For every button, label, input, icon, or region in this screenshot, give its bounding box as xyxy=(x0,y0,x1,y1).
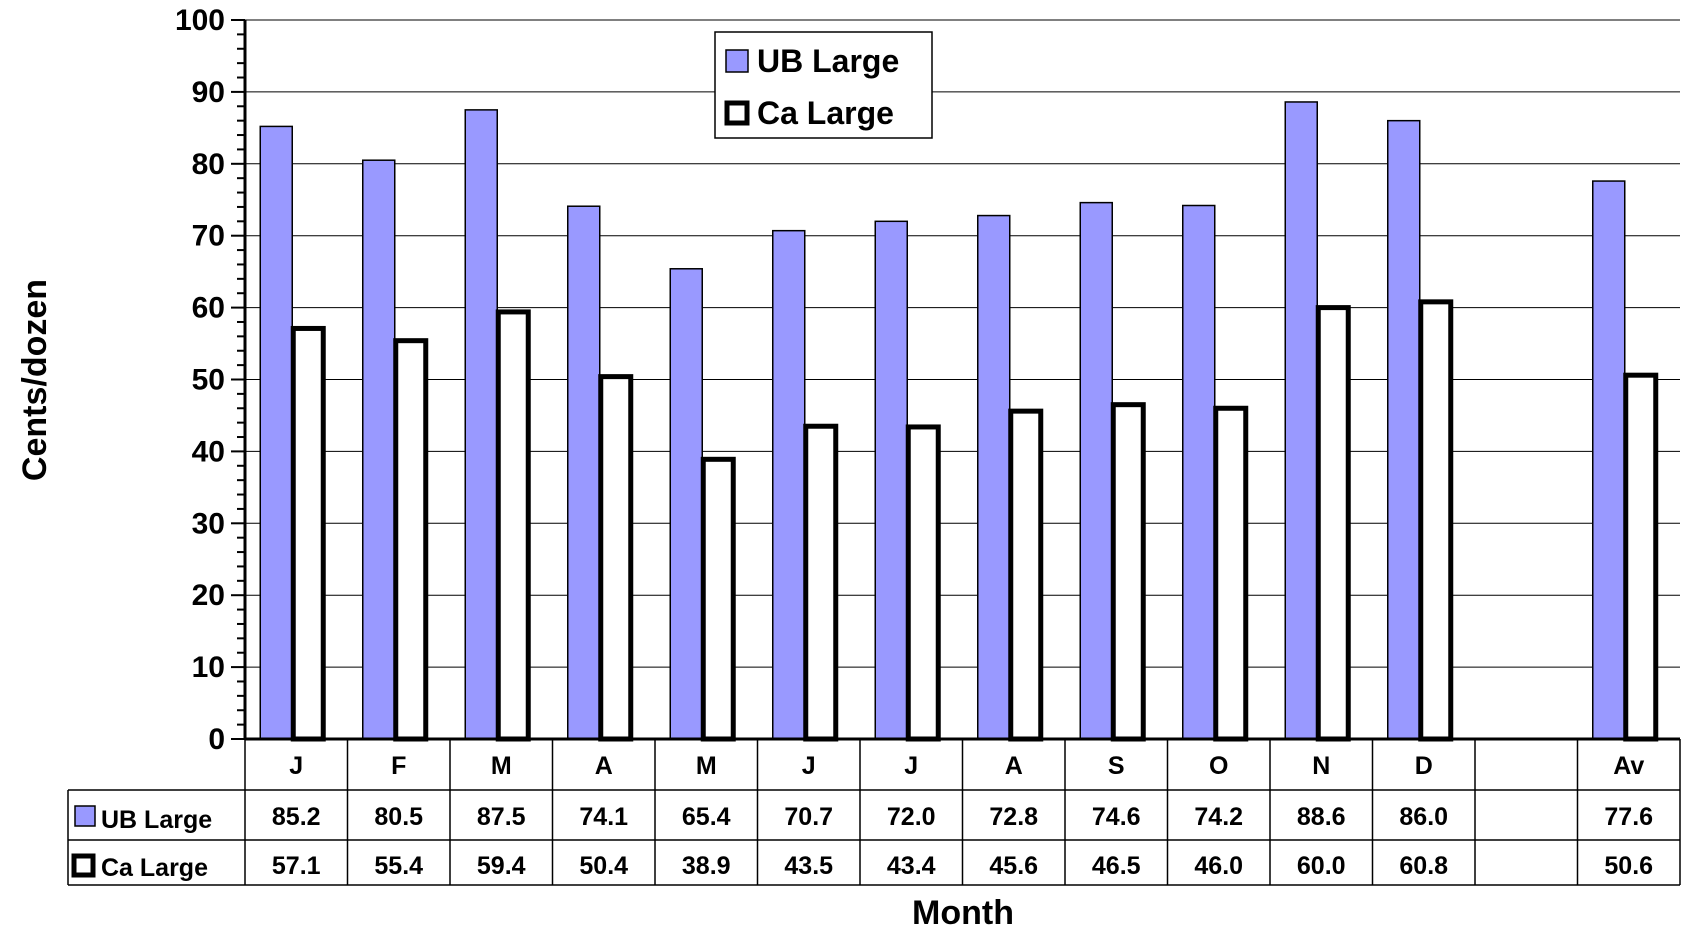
data-label-ca-large: 59.4 xyxy=(477,852,526,880)
bar-ca-large xyxy=(1623,372,1659,742)
data-label-ca-large: 50.6 xyxy=(1604,852,1653,880)
data-label-ub-large: 72.8 xyxy=(989,803,1038,831)
bar-ub-large xyxy=(1079,201,1113,740)
x-category-label: N xyxy=(1312,752,1330,780)
y-tick-label: 100 xyxy=(175,4,225,37)
y-tick-label: 80 xyxy=(192,148,225,181)
data-label-ub-large: 86.0 xyxy=(1399,803,1448,831)
y-tick-label: 90 xyxy=(192,76,225,109)
y-tick-label: 0 xyxy=(208,723,225,756)
bar-ub-large xyxy=(772,229,806,740)
data-label-ca-large: 46.5 xyxy=(1092,852,1141,880)
x-category-label: O xyxy=(1209,752,1228,780)
y-tick-label: 70 xyxy=(192,220,225,253)
y-tick-label: 10 xyxy=(192,651,225,684)
data-label-ub-large: 74.1 xyxy=(579,803,628,831)
table-series-name-ca-large: Ca Large xyxy=(101,854,208,882)
data-label-ca-large: 38.9 xyxy=(682,852,731,880)
data-label-ca-large: 43.4 xyxy=(887,852,936,880)
x-category-label: A xyxy=(595,752,613,780)
legend-box xyxy=(714,31,933,139)
bar-ub-large xyxy=(874,220,908,740)
bar-ca-large xyxy=(1213,405,1249,742)
legend-label-ca-large: Ca Large xyxy=(757,95,894,131)
table-key-ub-large xyxy=(74,805,96,827)
gridlines xyxy=(245,19,1680,668)
bar-ca-large xyxy=(598,374,634,742)
data-label-ca-large: 46.0 xyxy=(1194,852,1243,880)
x-axis-title: Month xyxy=(912,894,1014,932)
bar-ca-large xyxy=(803,423,839,742)
table-key-ca-large xyxy=(71,853,96,878)
x-category-label: J xyxy=(289,752,303,780)
x-category-label: A xyxy=(1005,752,1023,780)
y-tick-label: 60 xyxy=(192,292,225,325)
bar-ca-large xyxy=(290,325,326,742)
x-category-label: D xyxy=(1415,752,1433,780)
data-label-ub-large: 65.4 xyxy=(682,803,731,831)
bar-ca-large xyxy=(1008,408,1044,742)
bar-ub-large xyxy=(259,125,293,740)
x-category-label: F xyxy=(391,752,406,780)
data-label-ub-large: 77.6 xyxy=(1604,803,1653,831)
bar-ub-large xyxy=(362,159,396,740)
bar-ca-large xyxy=(1418,299,1454,742)
data-label-ca-large: 60.8 xyxy=(1399,852,1448,880)
bar-ub-large xyxy=(1182,204,1216,740)
bar-ca-large xyxy=(1315,305,1351,742)
bar-ca-large xyxy=(905,424,941,742)
bar-ub-large xyxy=(464,109,498,740)
legend-label-ub-large: UB Large xyxy=(757,43,899,79)
y-tick-label: 20 xyxy=(192,579,225,612)
legend-swatch-ca-large xyxy=(724,100,750,126)
data-label-ca-large: 50.4 xyxy=(579,852,628,880)
bar-ca-large xyxy=(393,338,429,742)
bar-ub-large xyxy=(567,205,601,740)
y-tick-label: 40 xyxy=(192,435,225,468)
legend-swatch-ub-large xyxy=(725,49,749,73)
data-label-ub-large: 88.6 xyxy=(1297,803,1346,831)
data-label-ub-large: 72.0 xyxy=(887,803,936,831)
bars xyxy=(259,101,1659,742)
bar-ub-large xyxy=(1284,101,1318,740)
y-axis: 0 10 20 30 40 50 60 70 80 90 100 xyxy=(175,4,247,756)
bar-ca-large xyxy=(700,456,736,742)
bar-ub-large xyxy=(1387,119,1421,740)
x-category-label: S xyxy=(1108,752,1125,780)
x-category-label: Av xyxy=(1613,752,1644,780)
data-label-ca-large: 57.1 xyxy=(272,852,321,880)
y-tick-label: 50 xyxy=(192,364,225,397)
data-label-ca-large: 43.5 xyxy=(784,852,833,880)
data-label-ub-large: 87.5 xyxy=(477,803,526,831)
data-label-ca-large: 45.6 xyxy=(989,852,1038,880)
table-series-name-ub-large: UB Large xyxy=(101,806,212,834)
data-table: J 85.2 57.1 F 80.5 55.4 M 87.5 59.4 A 74.1 50.4 M 65.… xyxy=(67,737,1681,886)
data-label-ub-large: 70.7 xyxy=(784,803,833,831)
x-category-label: M xyxy=(696,752,717,780)
x-category-label: M xyxy=(491,752,512,780)
data-label-ub-large: 80.5 xyxy=(374,803,423,831)
y-axis-title: Cents/dozen xyxy=(16,279,54,481)
x-category-label: J xyxy=(904,752,918,780)
bar-ca-large xyxy=(495,309,531,742)
bar-ub-large xyxy=(1592,180,1626,740)
bar-ca-large xyxy=(1110,402,1146,742)
data-label-ub-large: 74.2 xyxy=(1194,803,1243,831)
data-label-ca-large: 55.4 xyxy=(374,852,423,880)
data-label-ca-large: 60.0 xyxy=(1297,852,1346,880)
data-label-ub-large: 85.2 xyxy=(272,803,321,831)
y-tick-label: 30 xyxy=(192,507,225,540)
bar-ub-large xyxy=(669,268,703,740)
bar-ub-large xyxy=(977,214,1011,740)
data-label-ub-large: 74.6 xyxy=(1092,803,1141,831)
legend: UB Large Ca Large xyxy=(714,31,933,139)
x-category-label: J xyxy=(802,752,816,780)
